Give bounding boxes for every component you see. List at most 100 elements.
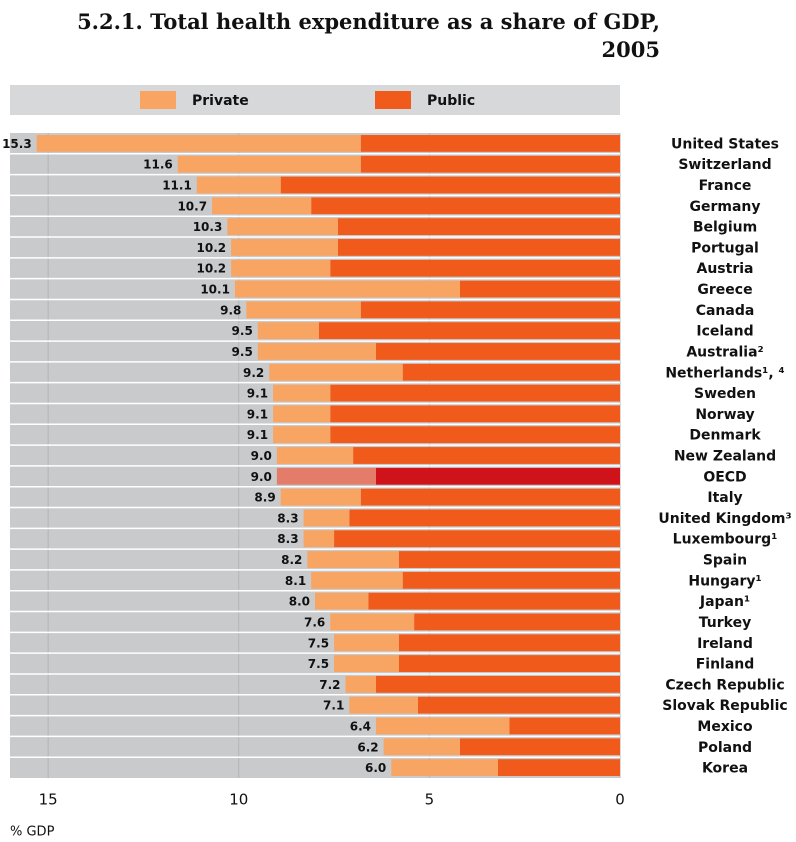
category-label: Turkey — [699, 615, 751, 631]
total-label: 15.3 — [2, 137, 32, 151]
total-label: 10.1 — [200, 283, 230, 297]
total-label: 7.2 — [319, 678, 340, 692]
category-label: Australia² — [686, 344, 763, 360]
legend-background — [10, 85, 620, 115]
bar-segment — [337, 239, 620, 256]
bar-segment — [273, 426, 331, 444]
category-label: Mexico — [697, 719, 753, 735]
category-label: Greece — [697, 282, 752, 298]
total-label: 8.2 — [281, 553, 302, 567]
bar-segment — [231, 239, 338, 256]
bar-segment — [231, 259, 331, 277]
category-label: Canada — [696, 303, 755, 319]
bar-segment — [330, 426, 620, 444]
total-label: 6.4 — [350, 719, 371, 733]
bar-segment — [303, 509, 350, 527]
total-label: 9.2 — [243, 366, 264, 380]
category-label: Poland — [698, 740, 752, 756]
bar-segment — [212, 197, 312, 215]
category-label: Denmark — [689, 428, 761, 444]
bar-segment — [276, 447, 354, 464]
category-label: Norway — [695, 407, 754, 423]
chart-title: 5.2.1. Total health expenditure as a sha… — [77, 9, 660, 62]
bar-segment — [234, 280, 460, 298]
bar-segment — [383, 738, 460, 756]
legend-label: Private — [192, 93, 249, 109]
bar-segment — [227, 218, 338, 236]
legend-swatch — [140, 91, 176, 109]
category-label: Italy — [707, 490, 742, 506]
bar-segment — [376, 343, 620, 360]
category-label: Portugal — [691, 240, 759, 256]
total-label: 10.2 — [197, 262, 227, 276]
x-tick-label: 0 — [615, 791, 625, 809]
category-label: Spain — [703, 553, 747, 569]
total-label: 11.1 — [162, 179, 192, 193]
category-label: Switzerland — [678, 157, 771, 173]
category-label: Slovak Republic — [662, 698, 787, 714]
bar-segment — [307, 551, 399, 568]
category-label: Czech Republic — [665, 677, 784, 693]
bar-segment — [330, 613, 415, 631]
bar-segment — [398, 551, 620, 568]
total-label: 9.8 — [220, 303, 241, 317]
bar-segment — [280, 176, 620, 194]
bar-segment — [414, 613, 620, 631]
bar-segment — [349, 696, 418, 714]
bar-segment — [368, 592, 620, 610]
legend-label: Public — [427, 93, 475, 109]
bar-segment — [330, 259, 620, 277]
bar-segment — [334, 530, 620, 548]
bar-segment — [257, 322, 319, 340]
bar-segment — [398, 655, 620, 672]
bar-segment — [459, 280, 620, 298]
bar-segment — [318, 322, 620, 340]
bar-segment — [177, 155, 361, 173]
total-label: 10.7 — [177, 199, 207, 213]
bar-segment — [269, 363, 403, 381]
total-label: 9.0 — [251, 470, 272, 484]
total-label: 8.3 — [277, 511, 298, 525]
bar-segment — [196, 176, 281, 194]
total-label: 9.5 — [232, 324, 253, 338]
x-axis-label: % GDP — [10, 825, 55, 840]
total-label: 10.3 — [193, 220, 223, 234]
bar-segment — [345, 675, 376, 693]
bar-segment — [360, 155, 620, 173]
bar-segment — [417, 696, 620, 714]
total-label: 10.2 — [197, 241, 227, 255]
bar-segment — [376, 717, 510, 735]
bar-segment — [311, 571, 403, 589]
bar-segment — [360, 135, 620, 152]
category-label: United States — [671, 136, 779, 152]
category-label: Sweden — [694, 386, 756, 402]
total-label: 7.1 — [323, 699, 344, 713]
bar-segment — [303, 530, 335, 548]
total-label: 6.2 — [357, 740, 378, 754]
bar-segment — [498, 759, 620, 776]
total-label: 7.5 — [308, 657, 329, 671]
total-label: 8.3 — [277, 532, 298, 546]
bar-segment — [330, 405, 620, 423]
bar-segment — [280, 488, 361, 506]
category-label: Ireland — [697, 636, 753, 652]
category-label: Luxembourg¹ — [673, 532, 778, 548]
total-label: 9.1 — [247, 407, 268, 421]
x-tick-label: 5 — [425, 791, 435, 809]
bar-segment — [273, 405, 331, 423]
category-label: OECD — [703, 469, 746, 485]
bar-segment — [36, 135, 361, 152]
bar-segment — [337, 218, 620, 236]
category-label: New Zealand — [674, 449, 776, 465]
bar-segment — [376, 467, 620, 485]
total-label: 11.6 — [143, 158, 173, 172]
total-label: 7.6 — [304, 615, 325, 629]
bar-segment — [257, 343, 376, 360]
category-label: Iceland — [696, 324, 753, 340]
bar-segment — [398, 634, 620, 652]
bar-segment — [330, 384, 620, 402]
total-label: 9.1 — [247, 387, 268, 401]
category-label: Japan¹ — [699, 594, 750, 610]
total-label: 9.0 — [251, 449, 272, 463]
